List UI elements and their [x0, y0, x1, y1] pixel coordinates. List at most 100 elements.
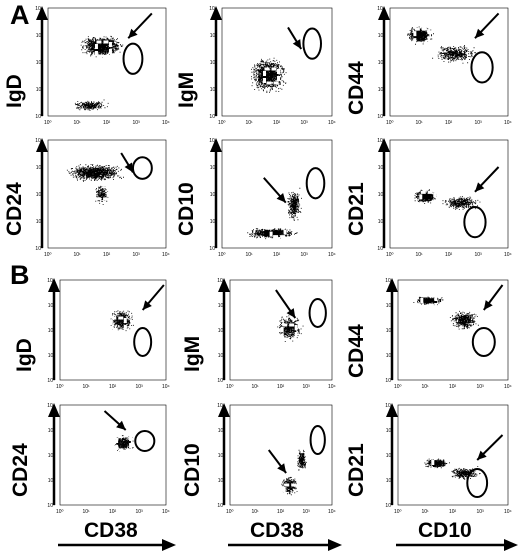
igm-xtick-1: 10¹	[246, 120, 254, 126]
cd24B-dots	[114, 435, 134, 452]
cd44B-xtick-0: 10⁰	[394, 384, 402, 390]
cd24B-xtick-3: 10³	[136, 509, 144, 515]
cd24B-xtick-0: 10⁰	[56, 509, 64, 515]
cd24-xtick-3: 10³	[133, 252, 141, 258]
cd24B-events	[114, 435, 134, 452]
igdB-ytick-3: 10³	[48, 303, 56, 309]
cd10B-ytick-3: 10³	[218, 428, 226, 434]
igdB-xtick-3: 10³	[136, 384, 144, 390]
cd21-xtick-0: 10⁰	[386, 252, 394, 258]
ylabel-a-igd: IgD	[3, 74, 26, 108]
igd-ytick-4: 10⁴	[35, 6, 43, 12]
igd-xtick-3: 10³	[133, 120, 141, 126]
igmB-xtick-2: 10²	[277, 384, 285, 390]
cd21B-dots	[424, 458, 481, 480]
cd44-xtick-0: 10⁰	[386, 120, 394, 126]
cd21-ytick-0: 10⁰	[377, 246, 385, 252]
igm-ytick-0: 10⁰	[209, 114, 217, 120]
cd21B-ytick-0: 10⁰	[385, 503, 393, 509]
cd44-arrow-head	[474, 28, 485, 39]
cd21-gate	[463, 205, 487, 239]
igm-population-marker	[263, 67, 280, 85]
cd24-ytick-0: 10⁰	[35, 246, 43, 252]
cd44B-ytick-1: 10¹	[386, 353, 394, 359]
cd10B-arrow-head	[277, 463, 287, 473]
igdB-xtick-1: 10¹	[83, 384, 91, 390]
cd44B-ytick-4: 10⁴	[385, 278, 393, 284]
igm-y-arrowhead	[210, 6, 222, 20]
cd10-ytick-1: 10¹	[210, 219, 218, 225]
cd24-population-marker	[92, 183, 110, 201]
xlabel-cd38-mid: CD38	[250, 519, 304, 542]
cd21-frame	[389, 139, 509, 249]
cd24B-xtick-1: 10¹	[83, 509, 91, 515]
igmB-xtick-0: 10⁰	[226, 384, 234, 390]
panel-letter-a: A	[10, 0, 30, 30]
xlabel-cd10-right: CD10	[418, 519, 472, 542]
cd10-events	[247, 187, 302, 240]
panel-letter-b: B	[10, 260, 30, 290]
igd-dots	[74, 35, 124, 111]
cd10-ytick-2: 10²	[210, 192, 218, 198]
igm-xtick-3: 10³	[301, 120, 309, 126]
igmB-frame	[229, 279, 333, 381]
igdB-gate	[133, 327, 153, 357]
cd10-ytick-3: 10³	[210, 165, 218, 171]
cd10B-x-arrowhead	[328, 539, 342, 551]
cd21B-ytick-1: 10¹	[386, 478, 394, 484]
cd44B-arrow-head	[483, 300, 493, 310]
cd10-gate	[305, 167, 326, 200]
igd-ytick-1: 10¹	[36, 87, 44, 93]
igdB-y-arrowhead	[48, 278, 60, 292]
cd21-events	[414, 189, 481, 210]
cd10-ytick-4: 10⁴	[209, 138, 217, 144]
cd24-dots	[66, 164, 124, 205]
ylabel-b-cd44: CD44	[345, 324, 368, 378]
xlabel-cd38-left: CD38	[84, 519, 138, 542]
igd-frame	[47, 7, 167, 117]
cd10-dots	[247, 187, 302, 240]
cd10B-ytick-2: 10²	[218, 453, 226, 459]
cd21B-gate	[466, 468, 489, 498]
cd24B-ytick-0: 10⁰	[47, 503, 55, 509]
cd10-arrow-head	[276, 193, 286, 203]
cd44B-ytick-3: 10³	[386, 303, 394, 309]
igm-gate	[302, 27, 323, 60]
cd21-ytick-1: 10¹	[378, 219, 386, 225]
igm-frame	[221, 7, 333, 117]
igmB-xtick-1: 10¹	[252, 384, 260, 390]
cd21B-population-marker	[431, 456, 449, 474]
cd24-frame	[47, 139, 167, 249]
cd21-xtick-2: 10²	[445, 252, 453, 258]
igm-ytick-1: 10¹	[210, 87, 218, 93]
cd44-frame	[389, 7, 509, 117]
cd44-dots	[407, 26, 477, 64]
cd24-ytick-3: 10³	[36, 165, 44, 171]
cd44B-xtick-4: 10⁴	[504, 384, 512, 390]
cd44B-xtick-2: 10²	[449, 384, 457, 390]
cd24-gate	[131, 156, 153, 180]
igdB-ytick-4: 10⁴	[47, 278, 55, 284]
igdB-ytick-2: 10²	[48, 328, 56, 334]
igm-events	[251, 57, 287, 93]
cd10B-ytick-0: 10⁰	[217, 503, 225, 509]
cd24B-xtick-4: 10⁴	[162, 509, 170, 515]
cd21-population-marker	[419, 190, 437, 208]
cd44B-ytick-2: 10²	[386, 328, 394, 334]
cd10B-ytick-1: 10¹	[218, 478, 226, 484]
igdB-xtick-4: 10⁴	[162, 384, 170, 390]
igdB-events	[110, 310, 134, 332]
cd24B-population-marker	[115, 434, 133, 452]
cd24B-ytick-1: 10¹	[48, 478, 56, 484]
cd21B-ytick-3: 10³	[386, 428, 394, 434]
igd-xtick-2: 10²	[103, 120, 111, 126]
igmB-arrow-head	[286, 308, 296, 318]
cd44-y-arrowhead	[378, 6, 390, 20]
igmB-dots	[277, 315, 304, 342]
ylabel-b-cd10: CD10	[181, 443, 204, 497]
igmB-xtick-4: 10⁴	[328, 384, 336, 390]
cd24B-xtick-2: 10²	[109, 509, 117, 515]
cd44-ytick-0: 10⁰	[377, 114, 385, 120]
cd21B-arrow-head	[477, 450, 487, 460]
